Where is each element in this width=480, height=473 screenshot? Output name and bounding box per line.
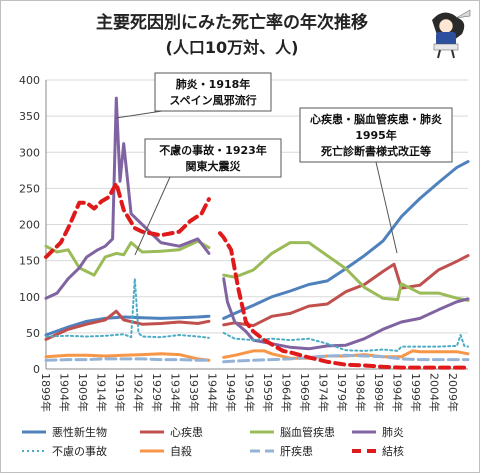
series-line-1 xyxy=(44,309,211,341)
annotation-1995-line1: 心疾患・脳血管疾患・肺炎 xyxy=(310,112,442,126)
mascot-illustration xyxy=(432,9,471,59)
x-tick-label: 1949年 xyxy=(224,373,238,412)
series-line-7 xyxy=(44,181,211,259)
x-tick-label: 1989年 xyxy=(372,373,386,412)
series-line-7 xyxy=(218,231,470,370)
y-tick-label: 150 xyxy=(19,255,40,268)
x-tick-label: 1984年 xyxy=(354,373,368,412)
x-tick-label: 1969年 xyxy=(298,373,312,412)
series-line-3 xyxy=(44,96,211,300)
chart-title: 主要死因別にみた死亡率の年次推移 xyxy=(96,12,368,33)
x-tick-label: 1964年 xyxy=(280,373,294,412)
y-tick-label: 50 xyxy=(26,327,40,340)
x-tick-label: 1959年 xyxy=(261,373,275,412)
y-tick-label: 100 xyxy=(19,291,40,304)
legend-label-6: 肝疾患 xyxy=(280,444,313,458)
annotation-1995-revision: 心疾患・脳血管疾患・肺炎 1995年 死亡診断書様式改正等 xyxy=(299,107,453,254)
annotation-influenza-pointer xyxy=(115,110,163,119)
x-tick-label: 1899年 xyxy=(39,373,53,412)
x-tick-label: 1979年 xyxy=(335,373,349,412)
x-tick-label: 1914年 xyxy=(95,373,109,412)
y-tick-label: 200 xyxy=(19,219,40,232)
x-tick-label: 1974年 xyxy=(317,373,331,412)
annotation-1995-line3: 死亡診断書様式改正等 xyxy=(321,144,431,158)
y-axis-ticks: 0 50 100 150 200 250 300 350 400 xyxy=(19,74,40,376)
legend-label-7: 結核 xyxy=(382,444,404,458)
series-line-1 xyxy=(222,254,470,328)
annotation-earthquake: 不慮の事故・1923年 関東大震災 xyxy=(134,138,282,256)
series-line-4 xyxy=(222,331,469,352)
series-line-3 xyxy=(222,277,470,351)
x-tick-label: 1944年 xyxy=(206,373,220,412)
annotation-earthquake-line1: 不慮の事故・1923年 xyxy=(159,143,267,157)
x-tick-label: 1919年 xyxy=(113,373,127,412)
annotation-influenza-line1: 肺炎・1918年 xyxy=(176,77,251,91)
y-tick-label: 400 xyxy=(19,74,40,87)
x-tick-label: 1999年 xyxy=(409,373,423,412)
y-tick-label: 300 xyxy=(19,146,40,159)
x-tick-label: 1954年 xyxy=(243,373,257,412)
legend-label-2: 脳血管疾患 xyxy=(280,425,335,439)
series-line-4 xyxy=(45,277,210,339)
series-line-2 xyxy=(44,239,211,277)
series-line-2 xyxy=(222,241,470,302)
x-tick-label: 2004年 xyxy=(428,373,442,412)
series-line-5 xyxy=(44,352,211,362)
x-tick-label: 1939年 xyxy=(187,373,201,412)
chart-subtitle: (人口10万対、人) xyxy=(166,38,299,57)
legend-label-4: 不慮の事故 xyxy=(52,444,107,458)
x-tick-label: 1994年 xyxy=(391,373,405,412)
series-lines xyxy=(44,96,470,370)
y-tick-label: 350 xyxy=(19,110,40,123)
annotation-influenza: 肺炎・1918年 スペイン風邪流行 xyxy=(115,72,272,119)
legend-label-3: 肺炎 xyxy=(382,426,404,439)
x-tick-label: 1934年 xyxy=(169,373,183,412)
x-tick-label: 1929年 xyxy=(150,373,164,412)
annotation-earthquake-line2: 関東大震災 xyxy=(186,159,242,173)
y-tick-label: 0 xyxy=(33,363,40,376)
x-tick-label: 1909年 xyxy=(76,373,90,412)
annotation-influenza-line2: スペイン風邪流行 xyxy=(169,93,256,107)
x-tick-label: 1924年 xyxy=(132,373,146,412)
series-line-6 xyxy=(222,353,470,364)
legend-label-5: 自殺 xyxy=(170,444,192,458)
x-tick-label: 2009年 xyxy=(446,373,460,412)
annotation-earthquake-pointer xyxy=(134,176,171,256)
annotation-1995-line2: 1995年 xyxy=(355,128,397,142)
x-tick-label: 1904年 xyxy=(58,373,72,412)
series-line-6 xyxy=(44,357,211,362)
y-tick-label: 250 xyxy=(19,182,40,195)
legend-label-0: 悪性新生物 xyxy=(52,425,107,439)
x-axis-ticks: 1899年 1904年 1909年 1914年 1919年 1924年 1929年 1934年… xyxy=(39,373,460,412)
annotation-1995-pointer xyxy=(375,161,398,254)
legend-label-1: 心疾患 xyxy=(170,425,203,439)
